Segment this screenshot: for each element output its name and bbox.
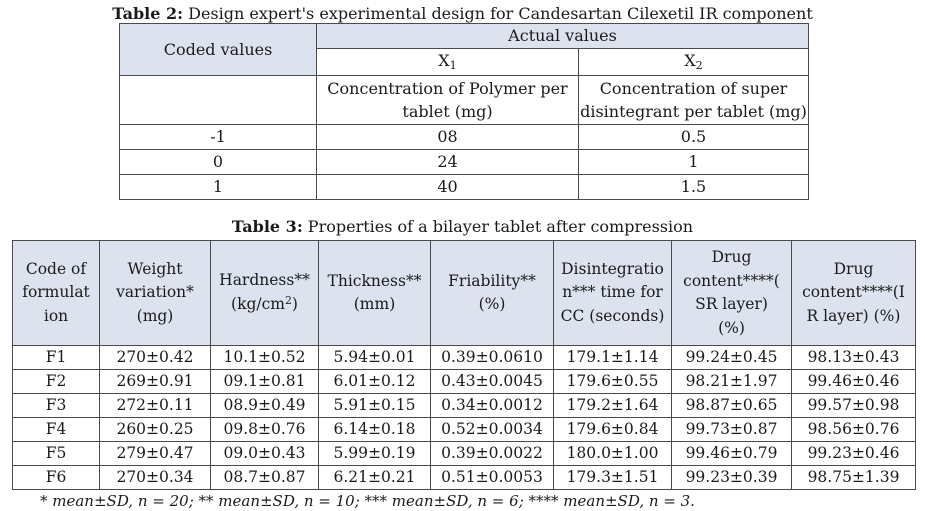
disintegration-cell: 179.6±0.55 [553,369,672,394]
hardness-cell: 08.7±0.87 [210,465,319,490]
hardness-cell: 08.9±0.49 [210,393,319,418]
hardness-cell: 10.1±0.52 [210,345,319,370]
table3-footnote: * mean±SD, n = 20; ** mean±SD, n = 10; *… [40,492,695,510]
table2: Coded values Actual values X1 X2 Concent… [119,23,810,200]
x1-cell: 40 [316,174,579,200]
disintegration-cell: 179.3±1.51 [553,465,672,490]
x1-cell: 24 [316,149,579,175]
friability-cell: 0.43±0.0045 [430,369,554,394]
header-disintegration: Disintegratio n*** time for CC (seconds) [553,240,672,346]
weight-cell: 270±0.34 [99,465,211,490]
x2-symbol: X [684,51,696,70]
coded-values-header: Coded values [119,23,317,76]
header-friability: Friability** (%) [430,240,554,346]
thickness-cell: 6.01±0.12 [318,369,431,394]
table2-caption-label: Table 2: [112,4,184,23]
weight-cell: 272±0.11 [99,393,211,418]
header-drug-ir: Drug content****(I R layer) (%) [791,240,916,346]
x1-desc-line2: tablet (mg) [402,102,493,121]
friability-cell: 0.34±0.0012 [430,393,554,418]
thickness-cell: 6.14±0.18 [318,417,431,442]
table-row: F1 270±0.42 10.1±0.52 5.94±0.01 0.39±0.0… [12,345,916,370]
drug-sr-cell: 99.24±0.45 [671,345,792,370]
drug-sr-cell: 99.23±0.39 [671,465,792,490]
code-cell: F4 [12,417,100,442]
drug-ir-cell: 99.23±0.46 [791,441,916,466]
drug-ir-cell: 98.56±0.76 [791,417,916,442]
hardness-cell: 09.0±0.43 [210,441,319,466]
friability-cell: 0.39±0.0610 [430,345,554,370]
disintegration-cell: 179.1±1.14 [553,345,672,370]
disintegration-cell: 179.6±0.84 [553,417,672,442]
x2-desc-line2: disintegrant per tablet (mg) [580,102,807,121]
empty-cell [119,75,317,125]
code-cell: F5 [12,441,100,466]
actual-values-header: Actual values [315,23,810,49]
weight-cell: 270±0.42 [99,345,211,370]
drug-sr-cell: 99.46±0.79 [671,441,792,466]
weight-cell: 260±0.25 [99,417,211,442]
header-code: Code of formulat ion [12,240,100,346]
table2-caption-text: Design expert's experimental design for … [183,4,813,23]
table-row: -1 08 0.5 [119,124,810,150]
table3-caption-text: Properties of a bilayer tablet after com… [302,217,694,236]
header-drug-sr: Drug content****(SR layer) (%) [671,240,792,346]
table2-caption: Table 2: Design expert's experimental de… [0,4,925,24]
x1-header: X1 [316,48,579,76]
hardness-cell: 09.8±0.76 [210,417,319,442]
drug-ir-cell: 99.57±0.98 [791,393,916,418]
header-weight: Weight variation* (mg) [99,240,211,346]
table-row: 0 24 1 [119,149,810,175]
drug-ir-cell: 99.46±0.46 [791,369,916,394]
table-row: 1 40 1.5 [119,174,810,200]
header-hardness: Hardness** (kg/cm2) [210,240,319,346]
x1-cell: 08 [316,124,579,150]
table-row: F4 260±0.25 09.8±0.76 6.14±0.18 0.52±0.0… [12,417,916,442]
thickness-cell: 5.99±0.19 [318,441,431,466]
table3: Code of formulat ion Weight variation* (mg) … [12,240,916,490]
x1-desc-line1: Concentration of Polymer per [327,79,568,98]
friability-cell: 0.51±0.0053 [430,465,554,490]
code-cell: F3 [12,393,100,418]
disintegration-cell: 180.0±1.00 [553,441,672,466]
thickness-cell: 6.21±0.21 [318,465,431,490]
table3-caption-label: Table 3: [231,217,303,236]
friability-cell: 0.39±0.0022 [430,441,554,466]
drug-ir-cell: 98.75±1.39 [791,465,916,490]
drug-sr-cell: 98.87±0.65 [671,393,792,418]
disintegration-cell: 179.2±1.64 [553,393,672,418]
code-cell: F2 [12,369,100,394]
weight-cell: 279±0.47 [99,441,211,466]
x2-subscript: 2 [695,58,703,72]
x1-symbol: X [438,51,450,70]
x2-description: Concentration of super disintegrant per t… [577,75,810,125]
x2-header: X2 [577,48,810,76]
code-cell: F1 [12,345,100,370]
x1-subscript: 1 [449,58,457,72]
x1-description: Concentration of Polymer per tablet (mg) [316,75,579,125]
table3-caption: Table 3: Properties of a bilayer tablet … [0,217,925,237]
table-row: F3 272±0.11 08.9±0.49 5.91±0.15 0.34±0.0… [12,393,916,418]
coded-cell: 0 [119,149,317,175]
drug-sr-cell: 99.73±0.87 [671,417,792,442]
hardness-cell: 09.1±0.81 [210,369,319,394]
x2-desc-line1: Concentration of super [599,79,788,98]
coded-cell: -1 [119,124,317,150]
thickness-cell: 5.94±0.01 [318,345,431,370]
x2-cell: 1.5 [577,174,810,200]
coded-cell: 1 [119,174,317,200]
header-thickness: Thickness** (mm) [318,240,431,346]
x2-cell: 1 [577,149,810,175]
table-row: F2 269±0.91 09.1±0.81 6.01±0.12 0.43±0.0… [12,369,916,394]
drug-ir-cell: 98.13±0.43 [791,345,916,370]
thickness-cell: 5.91±0.15 [318,393,431,418]
friability-cell: 0.52±0.0034 [430,417,554,442]
drug-sr-cell: 98.21±1.97 [671,369,792,394]
code-cell: F6 [12,465,100,490]
table-row: F6 270±0.34 08.7±0.87 6.21±0.21 0.51±0.0… [12,465,916,490]
weight-cell: 269±0.91 [99,369,211,394]
table-row: F5 279±0.47 09.0±0.43 5.99±0.19 0.39±0.0… [12,441,916,466]
x2-cell: 0.5 [577,124,810,150]
